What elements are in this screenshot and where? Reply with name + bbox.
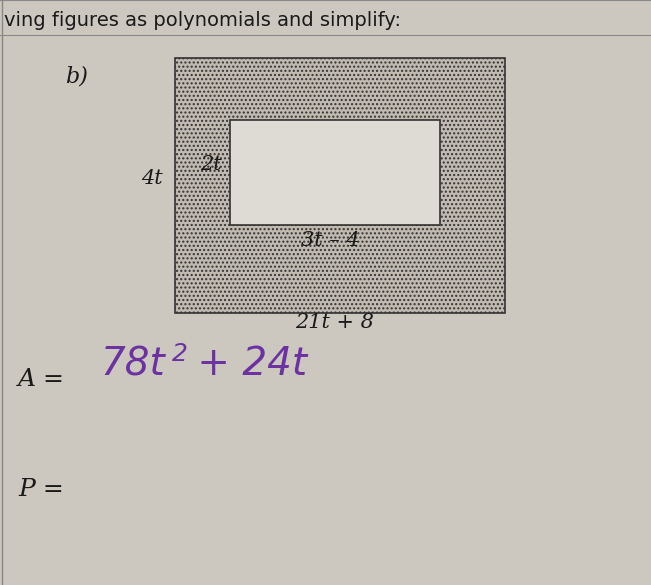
Bar — [230, 120, 440, 225]
Text: ving figures as polynomials and simplify:: ving figures as polynomials and simplify… — [4, 11, 401, 29]
Text: + 24t: + 24t — [185, 345, 307, 383]
Text: 78t: 78t — [100, 345, 165, 383]
Text: b): b) — [65, 65, 88, 87]
Text: 2t: 2t — [200, 156, 221, 174]
Bar — [175, 58, 505, 313]
Text: 2: 2 — [172, 342, 188, 366]
Text: A =: A = — [18, 369, 65, 391]
Text: 21t + 8: 21t + 8 — [296, 312, 374, 332]
Text: 3t – 4: 3t – 4 — [301, 230, 359, 249]
Text: 4t: 4t — [141, 168, 163, 188]
Text: P =: P = — [18, 479, 64, 501]
